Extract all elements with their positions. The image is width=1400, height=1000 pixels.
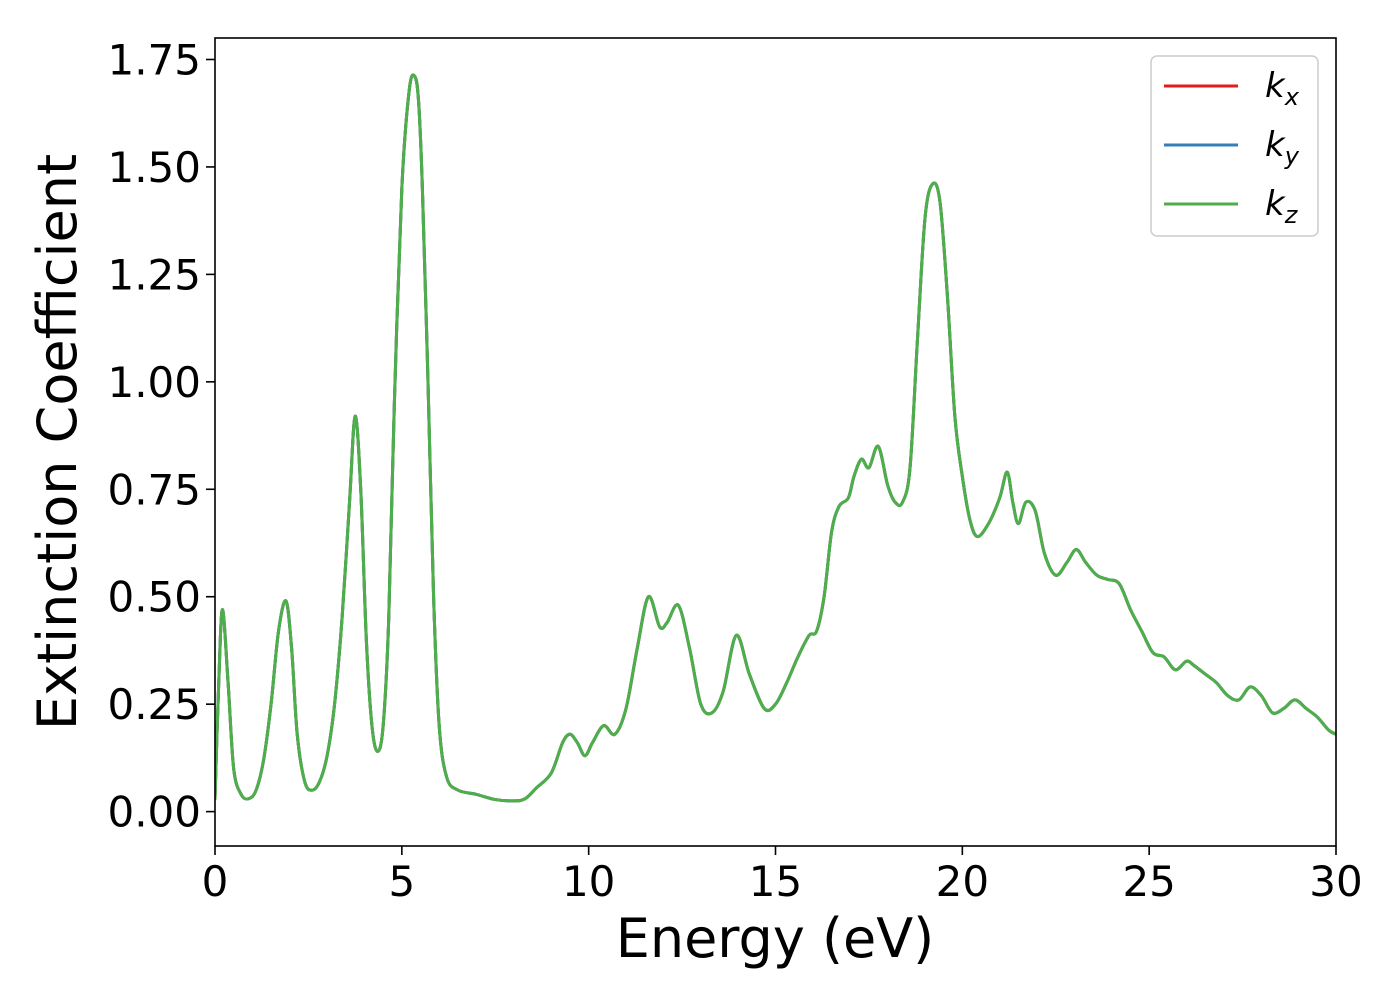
x-tick-label: 0: [202, 857, 229, 906]
x-axis-ticks: 0 5 10 15 20 25 30: [202, 846, 1363, 906]
y-tick-label: 0.75: [107, 465, 201, 514]
legend-label-kx: kx: [1265, 66, 1300, 111]
y-axis-label: Extinction Coefficient: [26, 154, 89, 730]
y-tick-label: 0.00: [107, 788, 201, 837]
y-tick-label: 1.00: [107, 358, 201, 407]
y-tick-label: 1.25: [107, 250, 201, 299]
legend-label-ky: ky: [1265, 125, 1300, 170]
y-axis-ticks: 0.00 0.25 0.50 0.75 1.00 1.25 1.50 1.75: [107, 35, 215, 837]
x-tick-label: 15: [749, 857, 802, 906]
plot-lines: [215, 73, 1336, 803]
series-line-kz: [215, 73, 1336, 803]
legend: kx ky kz: [1150, 55, 1319, 237]
x-tick-label: 10: [562, 857, 615, 906]
y-tick-label: 1.50: [107, 143, 201, 192]
x-axis-label: Energy (eV): [616, 907, 935, 970]
x-tick-label: 25: [1122, 857, 1175, 906]
y-tick-label: 0.50: [107, 573, 201, 622]
legend-label-kz: kz: [1265, 184, 1299, 229]
y-tick-label: 0.25: [107, 680, 201, 729]
x-tick-label: 5: [388, 857, 415, 906]
y-tick-label: 1.75: [107, 35, 201, 84]
x-tick-label: 20: [936, 857, 989, 906]
x-tick-label: 30: [1309, 857, 1362, 906]
